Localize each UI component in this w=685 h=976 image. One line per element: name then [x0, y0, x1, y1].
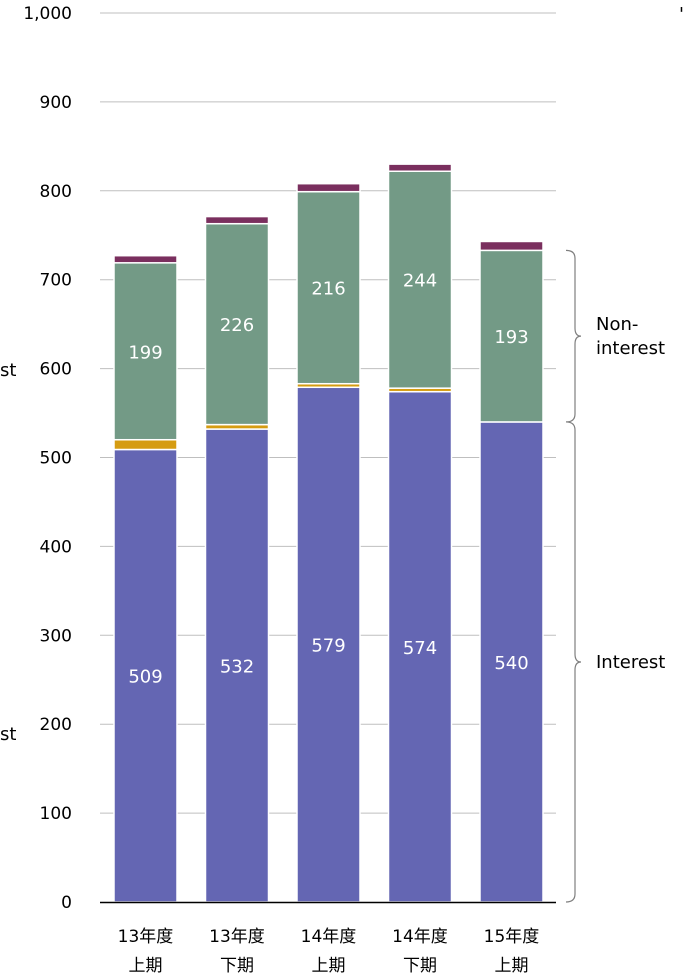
brackets: Non-interest Interest: [565, 249, 665, 903]
bar-segment: [113, 262, 178, 441]
y-tick-label: 800: [40, 182, 72, 202]
clipped-left-label: st: [0, 724, 16, 745]
x-tick-label: 14年度: [392, 927, 448, 947]
x-tick-label: 上期: [495, 956, 529, 976]
x-tick-label: 15年度: [484, 927, 540, 947]
bar-segment: [479, 240, 544, 252]
bars: [113, 163, 544, 903]
y-tick-label: 0: [61, 893, 72, 913]
value-labels: 509 199 532 226 579 216 574 244 540 193: [128, 271, 528, 688]
y-tick-label: 700: [40, 271, 72, 291]
bar-segment: [204, 215, 270, 225]
bar-segment: [113, 254, 178, 264]
bracket: [565, 249, 582, 423]
x-tick-label: 14年度: [301, 927, 357, 947]
bar-value-label: 509: [128, 667, 162, 688]
bracket-label: interest: [596, 338, 665, 359]
bar-segment: [479, 249, 544, 423]
y-tick-label: 900: [40, 93, 72, 113]
bar-value-label: 579: [311, 636, 345, 657]
x-tick-label: 下期: [220, 956, 254, 976]
y-tick-label: 400: [40, 537, 72, 557]
bar-value-label: 244: [403, 271, 437, 292]
y-axis: 0 100 200 300 400 500 600 700 800 900 1,000: [23, 4, 72, 913]
bar-value-label: 193: [494, 327, 528, 348]
bar-value-label: 199: [128, 342, 162, 363]
bracket: [565, 421, 582, 903]
y-tick-label: 500: [40, 449, 72, 469]
clipped-labels: st st ': [0, 4, 684, 745]
bar-segment: [387, 170, 453, 389]
x-tick-label: 下期: [403, 956, 437, 976]
bar-value-label: 540: [494, 653, 528, 674]
y-tick-label: 600: [40, 360, 72, 380]
bar-value-label: 574: [403, 638, 437, 659]
bar-segment: [479, 421, 544, 903]
y-tick-label: 100: [40, 804, 72, 824]
bar-segment: [204, 222, 270, 426]
clipped-left-label: st: [0, 360, 16, 381]
x-tick-label: 13年度: [118, 927, 174, 947]
x-tick-label: 13年度: [209, 927, 265, 947]
bar-value-label: 216: [311, 279, 345, 300]
bracket-label: Non-: [596, 314, 638, 335]
bar-segment: [387, 163, 453, 172]
y-tick-label: 200: [40, 715, 72, 735]
x-tick-label: 上期: [312, 956, 346, 976]
y-tick-label: 1,000: [23, 4, 72, 24]
bracket-label: Interest: [596, 652, 665, 673]
bar-segment: [387, 390, 453, 903]
bar-segment: [113, 438, 178, 451]
clipped-corner-mark: ': [679, 4, 684, 25]
bar-value-label: 226: [220, 315, 254, 336]
bar-segment: [296, 386, 361, 903]
y-tick-label: 300: [40, 626, 72, 646]
x-tick-label: 上期: [129, 956, 163, 976]
bar-segment: [296, 182, 361, 193]
bar-value-label: 532: [220, 657, 254, 678]
